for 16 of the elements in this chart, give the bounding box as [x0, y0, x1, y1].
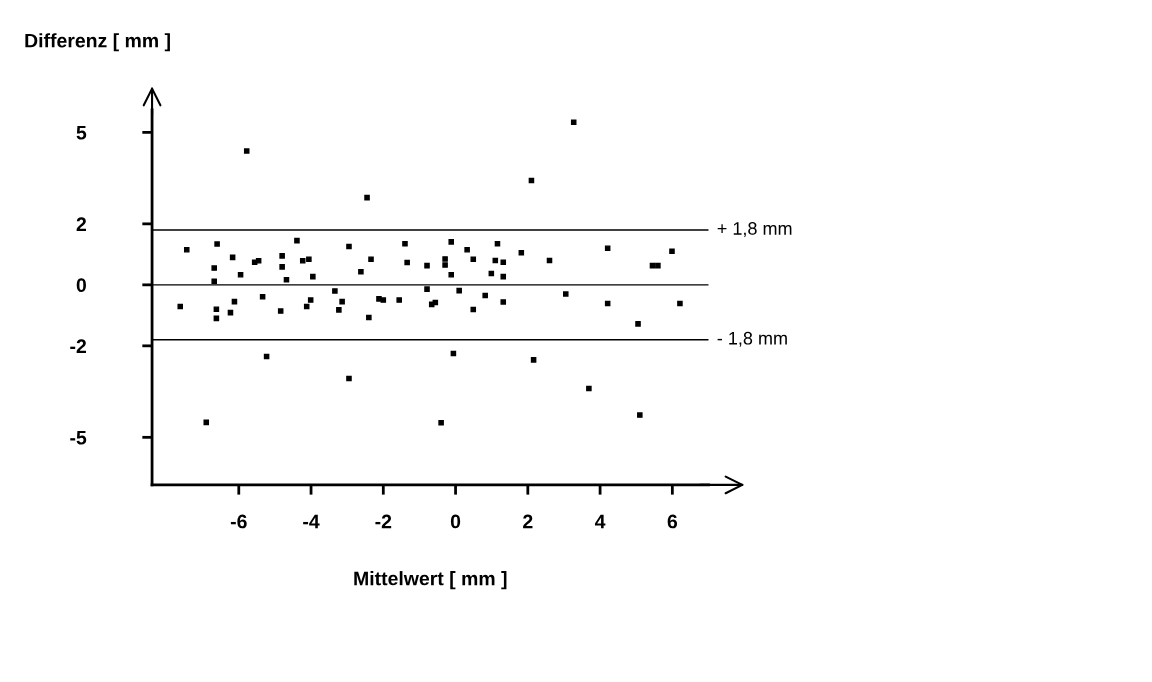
y-tick-label: -2 — [70, 339, 87, 353]
x-tick-label: 0 — [450, 514, 461, 529]
ref-line-label: + 1,8 mm — [717, 222, 792, 237]
x-axis-title: Mittelwert [ mm ] — [354, 571, 507, 590]
y-axis-title: Differenz [ mm ] — [25, 33, 170, 52]
x-tick-label: -2 — [375, 514, 392, 529]
ref-line-label: - 1,8 mm — [717, 331, 787, 347]
x-tick-label: 2 — [523, 514, 533, 529]
x-tick-label: -4 — [303, 514, 320, 529]
y-tick-label: -5 — [70, 431, 87, 445]
y-tick-label: 2 — [76, 217, 87, 231]
x-tick-label: 4 — [594, 514, 606, 529]
x-tick-label: 6 — [667, 514, 678, 529]
y-tick-label: 0 — [76, 278, 86, 293]
x-tick-label: -6 — [230, 514, 247, 529]
y-tick-label: 5 — [76, 126, 87, 140]
